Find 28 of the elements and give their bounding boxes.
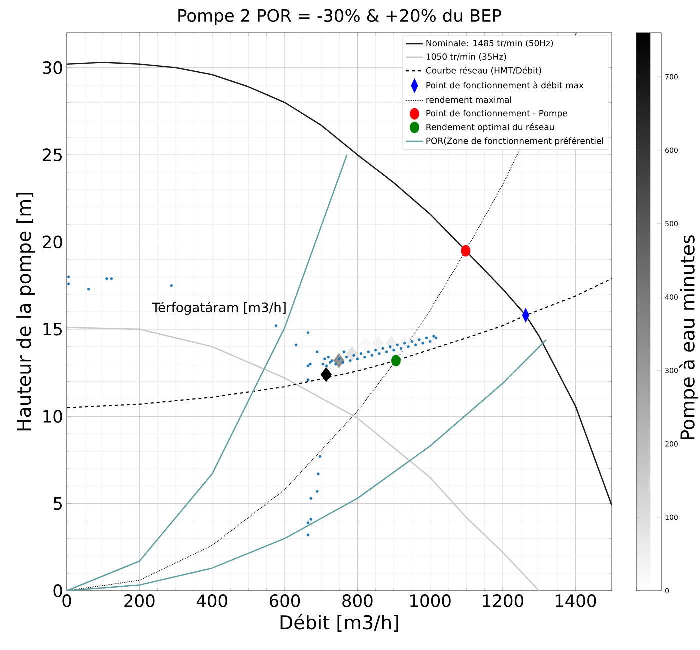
legend-label: Rendement optimal du réseau <box>426 124 554 132</box>
x-tick-label: 400 <box>196 594 228 608</box>
x-tick-label: 1400 <box>556 594 596 608</box>
legend-label: Nominale: 1485 tr/min (50Hz) <box>426 40 554 48</box>
y-axis-title: Hauteur de la pompe [m] <box>16 193 35 431</box>
chart-title: Pompe 2 POR = -30% & +20% du BEP <box>178 9 502 26</box>
x-tick-label: 1200 <box>483 594 524 608</box>
x-tick-label: 800 <box>342 594 373 608</box>
color-bar-title: Pompe à eau minutes <box>679 236 699 440</box>
legend-label: Point de fonctionnement - Pompe <box>426 110 568 118</box>
y-tick-label: 5 <box>54 497 62 510</box>
y-tick-label: 30 <box>43 61 62 74</box>
legend-label: rendement maximal <box>426 96 512 104</box>
legend-label: POR(Zone de fonctionnement préférentiel <box>426 137 604 146</box>
y-tick-label: 15 <box>44 323 62 336</box>
x-axis-title: Débit [m3/h] <box>280 614 398 632</box>
x-tick-label: 0 <box>62 594 72 608</box>
annotation: Térfogatáram [m3/h] <box>152 302 286 316</box>
y-tick-label: 20 <box>43 236 62 249</box>
legend-label: 1050 tr/min (35Hz) <box>426 53 506 62</box>
y-tick-label: 10 <box>44 410 62 424</box>
x-tick-label: 600 <box>270 594 300 608</box>
y-tick-label: 0 <box>54 584 62 598</box>
y-tick-label: 25 <box>43 148 62 162</box>
legend-label: Courbe réseau (HMT/Débit) <box>426 66 542 75</box>
legend-label: Point de fonctionnement à débit max <box>426 82 584 89</box>
x-tick-label: 1000 <box>410 594 451 608</box>
x-tick-label: 200 <box>124 594 155 608</box>
